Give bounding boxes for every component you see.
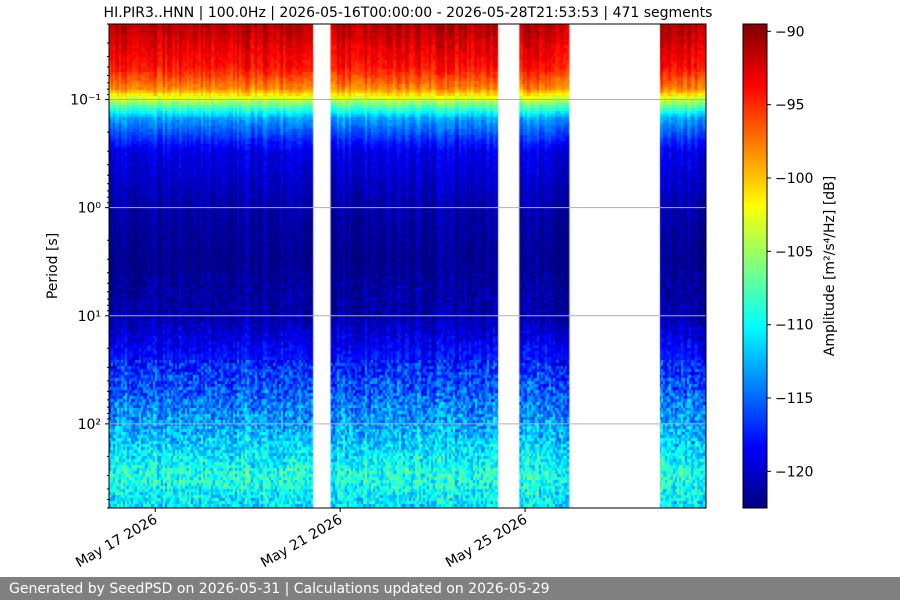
y-tick-label: 10² [78, 417, 101, 433]
x-tick-label: May 21 2026 [258, 512, 345, 572]
colorbar-gradient [743, 24, 767, 508]
spectrogram-heatmap [109, 24, 706, 508]
y-axis: 10⁻¹ 10⁰ 10¹ 10² [70, 23, 109, 509]
y-tick-label: 10⁻¹ [70, 93, 101, 109]
colorbar-tick-label: −115 [775, 391, 813, 407]
colorbar-tick-label: −90 [775, 24, 805, 40]
colorbar-tick-label: −110 [775, 318, 813, 334]
x-tick-label: May 17 2026 [73, 512, 160, 572]
plot-frame [108, 23, 707, 509]
colorbar: −90 −95 −100 −105 −110 −115 −120 [742, 23, 813, 509]
colorbar-tick-label: −95 [775, 98, 805, 114]
y-tick-label: 10¹ [78, 309, 101, 325]
colorbar-label: Amplitude [m²/s⁴/Hz] [dB] [822, 176, 838, 356]
colorbar-tick-label: −105 [775, 244, 813, 260]
footer-banner: Generated by SeedPSD on 2026-05-31 | Cal… [0, 577, 900, 600]
colorbar-frame [742, 23, 768, 509]
colorbar-tick-label: −120 [775, 464, 813, 480]
x-tick-label: May 25 2026 [443, 512, 530, 572]
colorbar-tick-label: −100 [775, 171, 813, 187]
y-axis-label: Period [s] [45, 233, 61, 299]
y-tick-label: 10⁰ [78, 201, 102, 217]
plot-area [108, 23, 707, 509]
x-axis: May 17 2026 May 21 2026 May 25 2026 [73, 508, 530, 571]
chart-title: HI.PIR3..HNN | 100.0Hz | 2026-05-16T00:0… [104, 5, 713, 21]
